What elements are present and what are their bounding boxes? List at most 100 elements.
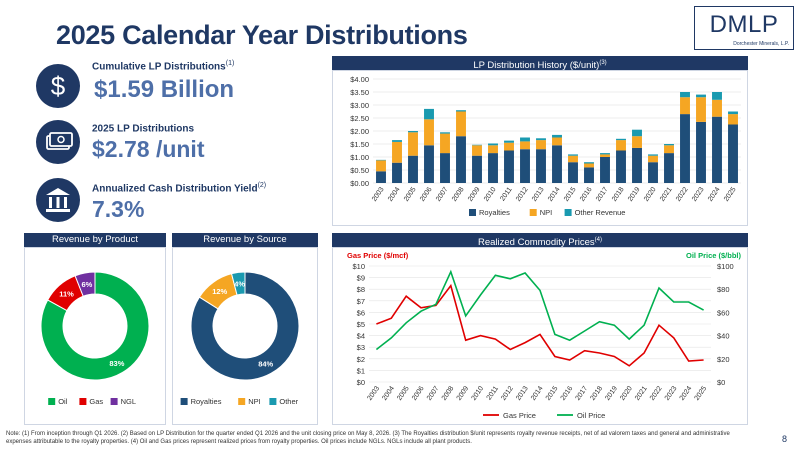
x-tick-label: 2005 [396,385,411,402]
source-panel: 84% 12% 4% Royalties NPI Other [172,247,318,425]
bar-npi [536,140,546,150]
bar-npi [552,137,562,146]
x-tick-label: 2019 [604,385,619,402]
page-title: 2025 Calendar Year Distributions [56,20,468,50]
x-tick-label: 2009 [467,186,482,203]
kpi-cumulative-label: Cumulative LP Distributions(1) [92,60,235,73]
line-oil-price [375,269,704,351]
bar-royalties [632,147,642,183]
donut-data-label: 83% [109,359,124,368]
cash-icon [36,120,80,164]
bar-npi [568,155,578,163]
bar-npi [520,141,530,150]
x-tick-label: 2023 [691,186,706,203]
x-tick-label: 2014 [547,186,562,203]
x-tick-label: 2017 [575,385,590,402]
bar-royalties [376,171,386,183]
x-tick-label: 2011 [486,385,500,401]
dollar-icon: $ [36,64,80,108]
bar-npi [664,145,674,154]
bar-npi [392,141,402,163]
bar-npi [648,155,658,163]
bar-royalties [616,150,626,183]
donut-slice-ngl [74,271,96,297]
bar-npi [696,97,706,122]
legend-swatch [79,398,87,405]
bar-other-revenue [488,143,498,146]
y-tick-label-right: $80 [717,285,730,294]
x-tick-label: 2016 [560,385,575,402]
bar-royalties [584,167,594,183]
legend-swatch [564,209,572,216]
y-tick-label-left: $2 [357,355,365,364]
x-tick-label: 2004 [387,186,402,203]
bar-royalties [680,114,690,183]
legend-label: Gas [89,397,103,406]
y-tick-label-right: $20 [717,355,730,364]
x-tick-label: 2015 [563,186,578,203]
y-tick-label: $2.50 [350,114,369,123]
x-tick-label: 2010 [483,186,498,203]
x-tick-label: 2009 [456,385,471,402]
bar-royalties [504,150,514,183]
bar-royalties [472,155,482,183]
x-tick-label: 2016 [579,186,594,203]
y-tick-label-left: $7 [357,297,365,306]
y-tick-label: $1.50 [350,140,369,149]
x-tick-label: 2006 [411,385,426,402]
x-tick-label: 2014 [530,385,545,402]
bar-npi [424,119,434,146]
x-tick-label: 2021 [634,385,649,402]
bar-npi [680,97,690,115]
donut-slice-oil [40,271,150,381]
bar-other-revenue [568,154,578,156]
bar-royalties [408,155,418,183]
x-tick-label: 2012 [500,385,515,402]
bar-other-revenue [472,144,482,146]
bar-npi [584,163,594,168]
bar-npi [456,111,466,137]
legend-label: Other Revenue [575,208,626,217]
kpi-yield-value: 7.3% [92,196,145,222]
x-tick-label: 2006 [419,186,434,203]
bar-npi [472,145,482,156]
y-tick-label-left: $1 [357,366,365,375]
x-tick-label: 2020 [619,385,634,402]
x-tick-label: 2025 [694,385,709,402]
bar-npi [632,136,642,148]
legend-label: Other [279,397,298,406]
x-tick-label: 2022 [649,385,664,402]
kpi-2025-label: 2025 LP Distributions [92,123,195,135]
revenue-by-product-chart: 83% 11% 6% Oil Gas NGL [40,271,150,406]
bar-other-revenue [408,131,418,133]
bar-other-revenue [504,140,514,143]
legend-swatch [529,209,537,216]
product-panel: 83% 11% 6% Oil Gas NGL [24,247,166,425]
bar-other-revenue [648,154,658,156]
donut-data-label: 6% [82,280,93,289]
legend-label: NGL [121,397,136,406]
product-panel-title: Revenue by Product [24,233,166,247]
kpi-2025-value: $2.78 /unit [92,136,205,162]
legend-swatch [48,398,56,405]
legend-label: Gas Price [503,411,536,420]
x-tick-label: 2022 [675,186,690,203]
x-tick-label: 2005 [403,186,418,203]
y-tick-label-left: $10 [352,262,365,271]
donut-data-label: 84% [258,360,273,369]
distribution-history-chart: $0.00 $0.50 $1.00 $1.50 $2.00 $2.50 $3.00 $3.50… [350,75,741,217]
bar-royalties [712,116,722,183]
right-axis-title: Oil Price ($/bbl) [686,251,742,260]
bar-other-revenue [680,92,690,98]
bar-npi [728,114,738,125]
page-number: 8 [782,434,788,444]
bar-other-revenue [696,94,706,98]
x-tick-label: 2010 [470,385,485,402]
bar-other-revenue [728,111,738,115]
bar-npi [504,142,514,151]
bar-royalties [664,153,674,183]
y-tick-label-right: $40 [717,332,730,341]
x-tick-label: 2008 [451,186,466,203]
legend-swatch [269,398,277,405]
svg-text:$: $ [51,71,66,101]
